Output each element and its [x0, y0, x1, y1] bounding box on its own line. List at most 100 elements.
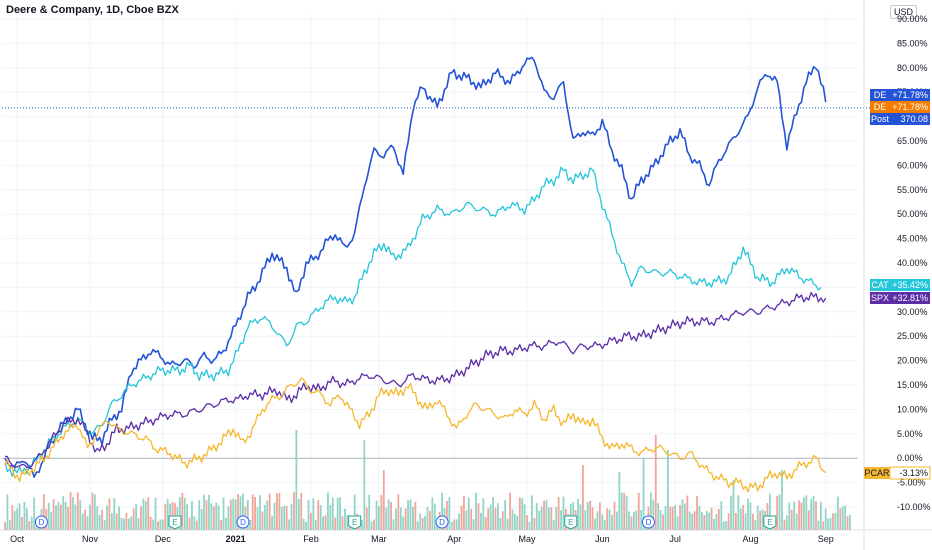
volume-bar — [161, 519, 164, 530]
volume-bar — [91, 492, 94, 530]
volume-bar — [336, 497, 339, 530]
volume-bar — [798, 500, 800, 530]
volume-bar — [463, 496, 465, 530]
volume-bar — [181, 492, 184, 530]
volume-bar — [225, 517, 227, 530]
series-tag-name-bg — [870, 279, 890, 291]
volume-bar — [734, 512, 737, 530]
volume-bar — [195, 520, 198, 530]
volume-bar — [186, 504, 189, 530]
volume-bar — [552, 519, 555, 530]
volume-bar — [229, 499, 232, 530]
volume-bar — [749, 502, 752, 530]
volume-bar — [409, 499, 412, 530]
volume-bar — [489, 504, 492, 530]
volume-bar — [717, 508, 720, 530]
volume-bar — [674, 505, 677, 530]
volume-bar — [120, 517, 123, 530]
volume-bar — [368, 494, 371, 530]
volume-bar — [492, 497, 494, 530]
volume-bar — [115, 513, 118, 530]
x-tick-label: May — [519, 534, 537, 544]
volume-bar — [594, 518, 596, 530]
volume-bar — [482, 498, 485, 530]
volume-bar — [380, 495, 383, 530]
volume-bar — [69, 492, 72, 530]
volume-bar — [776, 495, 779, 530]
volume-bar — [322, 516, 324, 530]
volume-bar — [628, 511, 630, 530]
volume-bar — [98, 515, 101, 530]
currency-badge[interactable]: USD — [890, 5, 918, 19]
event-letter: D — [646, 518, 652, 527]
volume-bar — [4, 522, 6, 530]
volume-bar — [805, 495, 808, 530]
volume-bar — [785, 515, 788, 530]
y-tick-label: 25.00% — [897, 331, 928, 341]
volume-bar — [768, 493, 771, 530]
volume-bar — [25, 508, 28, 530]
volume-bar — [266, 500, 269, 530]
volume-bar — [108, 498, 111, 530]
volume-bar — [23, 501, 26, 530]
volume-bar — [220, 519, 223, 530]
dividend-marker — [236, 515, 250, 529]
volume-bar — [293, 492, 295, 530]
volume-bar — [727, 513, 730, 530]
volume-bar — [215, 502, 218, 530]
volume-bar — [101, 509, 104, 530]
volume-bar — [470, 508, 473, 530]
volume-bar — [538, 510, 541, 530]
volume-bar — [259, 495, 261, 530]
series-tag-value: 370.08 — [900, 114, 928, 124]
volume-bar — [744, 513, 747, 530]
volume-bar — [465, 510, 468, 530]
volume-bar — [596, 511, 599, 530]
volume-bar — [273, 502, 276, 530]
x-tick-label: Jun — [595, 534, 610, 544]
volume-bar — [149, 516, 152, 530]
volume-bar — [710, 507, 713, 530]
y-tick-label: -10.00% — [897, 502, 931, 512]
event-letter: D — [240, 518, 246, 527]
volume-bar — [200, 509, 203, 530]
volume-bar — [577, 499, 579, 530]
volume-bar — [458, 513, 460, 530]
series-tag: SPX +32.81% — [870, 292, 930, 304]
volume-bar — [47, 502, 50, 530]
series-tag: DE +71.78% — [870, 101, 930, 113]
x-tick-label: Nov — [82, 534, 99, 544]
volume-bar — [254, 496, 257, 530]
earnings-marker — [348, 515, 362, 530]
volume-bar — [521, 498, 524, 530]
volume-bar — [123, 518, 125, 530]
volume-bar — [669, 506, 672, 530]
volume-bar — [84, 509, 87, 530]
volume-bar — [62, 496, 65, 530]
volume-bar — [720, 501, 723, 530]
volume-bar — [57, 502, 60, 530]
volume-bar — [232, 498, 235, 530]
volume-bar — [523, 504, 526, 530]
volume-bar — [846, 516, 849, 530]
volume-bar — [618, 472, 621, 530]
chart-title: Deere & Company, 1D, Cboe BZX — [6, 4, 179, 16]
series-tag-value: +71.78% — [892, 102, 928, 112]
volume-bar — [606, 508, 609, 530]
y-tick-label: 90.00% — [897, 14, 928, 24]
volume-bar — [96, 506, 99, 530]
volume-bar — [33, 497, 36, 530]
volume-bar — [50, 512, 53, 530]
volume-bar — [640, 510, 643, 530]
volume-bar — [227, 506, 230, 530]
volume-bar — [142, 498, 145, 530]
volume-bar — [164, 504, 167, 530]
volume-bar — [373, 519, 375, 530]
volume-bar — [535, 502, 538, 530]
volume-bar — [637, 492, 640, 530]
y-tick-label: -5.00% — [897, 478, 926, 488]
volume-bar — [625, 496, 628, 530]
